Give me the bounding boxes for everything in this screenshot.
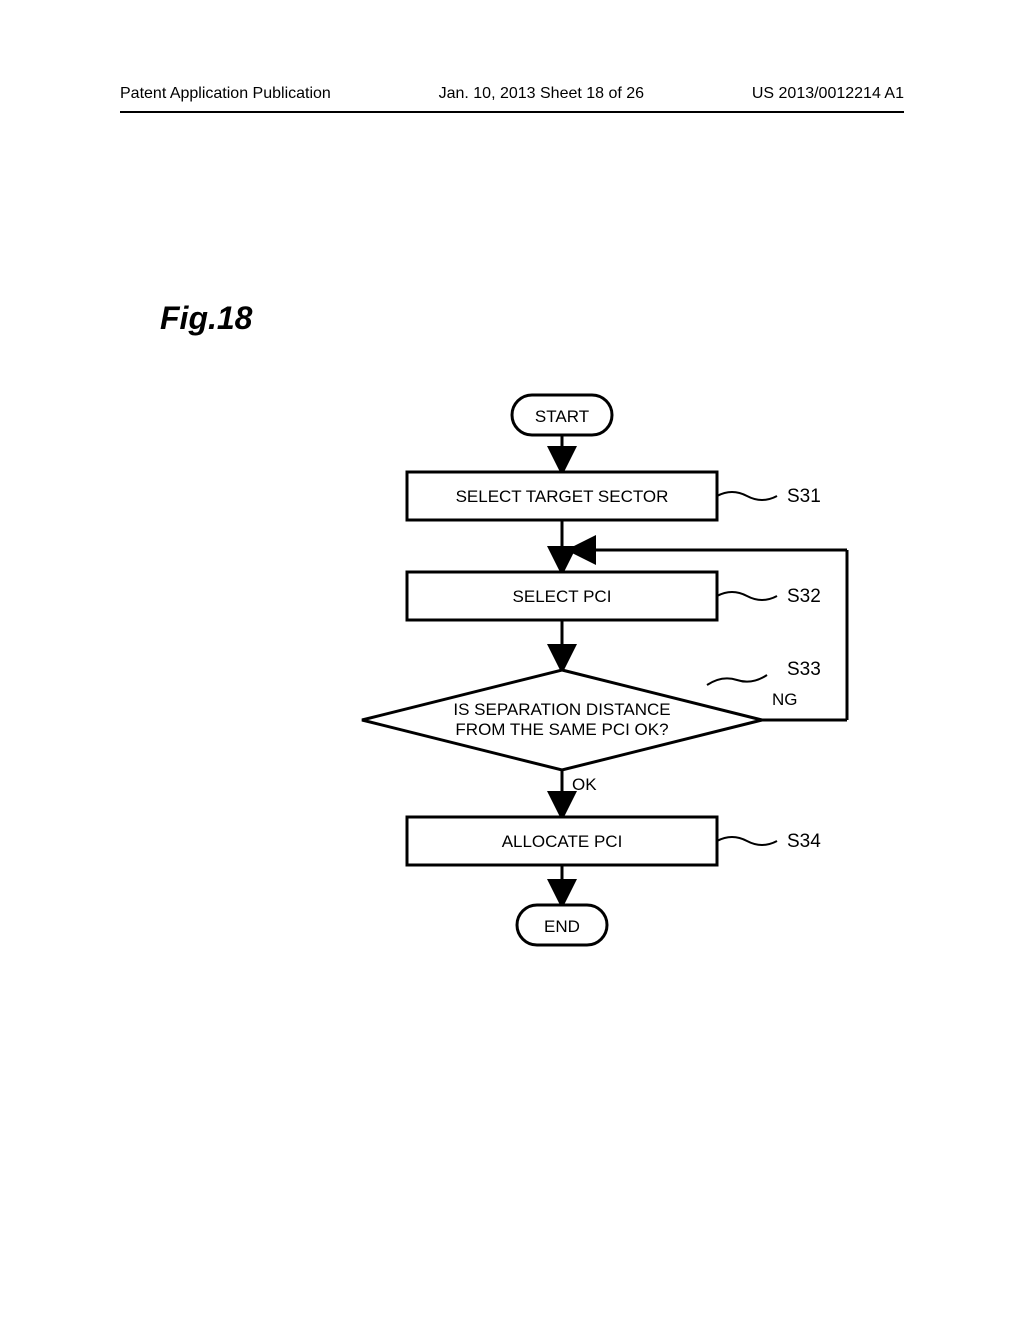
figure-label: Fig.18 [160,300,252,337]
tag-s31: S31 [787,486,821,507]
step-s32-label: SELECT PCI [513,587,612,606]
tag-s34: S34 [787,831,821,852]
decision-line1: IS SEPARATION DISTANCE [453,700,670,719]
start-label: START [535,407,589,426]
end-label: END [544,917,580,936]
header-right: US 2013/0012214 A1 [752,85,904,103]
flowchart-svg: START SELECT TARGET SECTOR S31 SELECT PC… [112,380,912,980]
connector-s32 [717,592,777,600]
connector-s33 [707,675,767,685]
ok-label: OK [572,775,597,794]
header-divider [120,111,904,113]
step-s31-label: SELECT TARGET SECTOR [456,487,669,506]
connector-s31 [717,492,777,500]
connector-s34 [717,837,777,845]
tag-s32: S32 [787,586,821,607]
header-center: Jan. 10, 2013 Sheet 18 of 26 [439,85,645,103]
decision-line2: FROM THE SAME PCI OK? [455,720,668,739]
page-header: Patent Application Publication Jan. 10, … [0,85,1024,113]
tag-s33: S33 [787,659,821,680]
header-left: Patent Application Publication [120,85,331,103]
flowchart-container: START SELECT TARGET SECTOR S31 SELECT PC… [0,380,1024,980]
step-s34-label: ALLOCATE PCI [502,832,623,851]
ng-label: NG [772,690,798,709]
